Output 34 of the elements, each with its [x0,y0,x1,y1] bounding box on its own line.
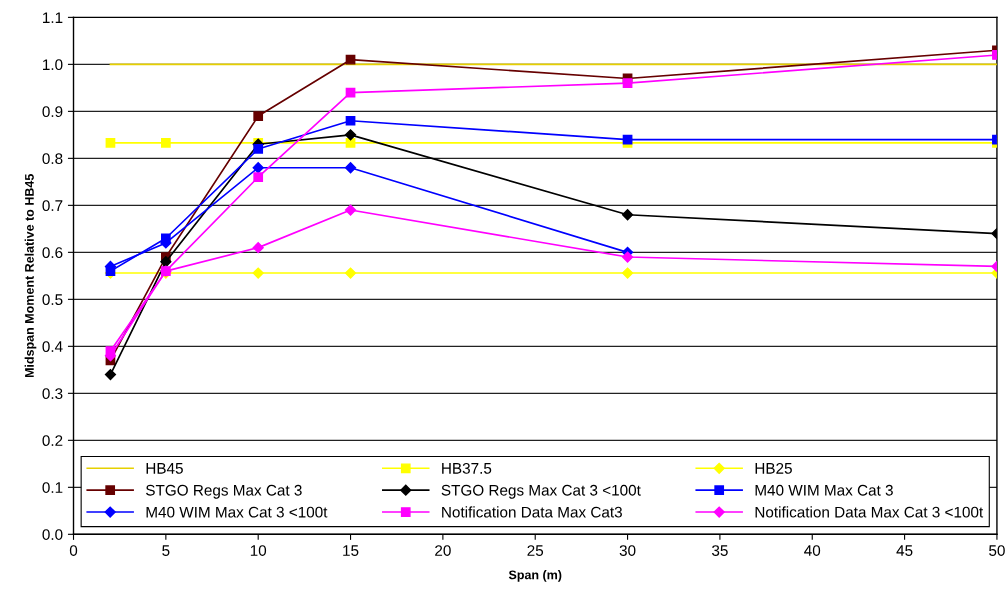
legend-label: Notification Data Max Cat3 [442,506,622,518]
y-tick-label: 0.2 [42,435,63,447]
legend-label: HB25 [755,462,792,474]
legend-label: STGO Regs Max Cat 3 [146,484,302,499]
x-tick-label: 35 [711,545,728,556]
x-tick-label: 5 [162,545,170,556]
x-tick-label: 20 [435,545,451,556]
y-tick-label: 1.1 [43,12,63,23]
legend-label: STGO Regs Max Cat 3 <100t [441,484,641,499]
y-tick-label: 0.0 [42,529,63,540]
legend-label: M40 WIM Max Cat 3 <100t [146,506,328,518]
y-tick-label: 0.1 [42,482,63,493]
x-tick-label: 30 [619,545,636,556]
x-axis-title: Span (m) [508,570,562,582]
y-tick-label: 0.3 [42,388,63,400]
y-tick-label: 0.7 [42,200,63,212]
y-tick-label: 0.4 [42,341,63,353]
x-tick-label: 25 [527,545,544,556]
legend-label: HB37.5 [442,462,492,474]
legend-label: HB45 [146,463,183,474]
x-tick-label: 40 [804,545,821,556]
y-tick-label: 0.6 [42,247,63,259]
legend-label: Notification Data Max Cat 3 <100t [755,506,984,518]
x-tick-label: 10 [250,545,267,556]
y-tick-label: 0.9 [42,106,63,118]
y-tick-label: 0.5 [42,294,63,306]
legend-label: M40 WIM Max Cat 3 [755,484,893,496]
x-tick-label: 50 [989,545,1005,556]
x-tick-label: 15 [343,545,359,556]
y-axis-title: Midspan Moment Relative to HB45 [24,174,37,378]
x-tick-label: 0 [69,545,78,556]
x-tick-label: 45 [896,545,913,556]
y-tick-label: 0.8 [42,153,63,165]
y-tick-label: 1.0 [43,59,63,71]
